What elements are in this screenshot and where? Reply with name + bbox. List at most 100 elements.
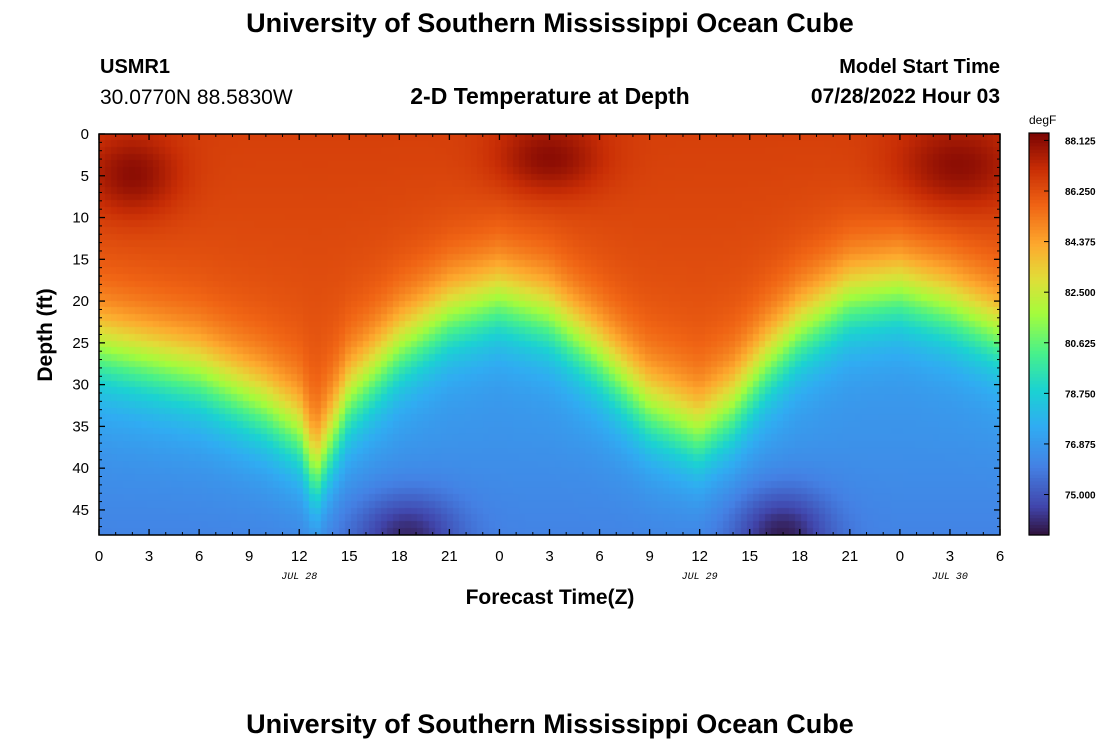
colorbar-segment	[1029, 427, 1049, 432]
colorbar-segment	[1029, 471, 1049, 476]
colorbar-segment	[1029, 313, 1049, 318]
x-tick-label: 6	[996, 548, 1004, 565]
colorbar-segment	[1029, 317, 1049, 322]
colorbar-segment	[1029, 387, 1049, 392]
colorbar-segment	[1029, 360, 1049, 365]
x-tick-label: 15	[741, 548, 758, 565]
colorbar-segment	[1029, 411, 1049, 415]
x-tick-label: 21	[841, 548, 858, 565]
colorbar-segment	[1029, 149, 1049, 154]
y-tick-label: 5	[81, 168, 89, 185]
colorbar-segment	[1029, 334, 1049, 338]
y-tick-label: 15	[72, 251, 89, 268]
colorbar-segment	[1029, 243, 1049, 248]
x-tick-label: 0	[95, 548, 103, 565]
colorbar-segment	[1029, 236, 1049, 241]
colorbar-segment	[1029, 464, 1049, 469]
colorbar-segment	[1029, 323, 1049, 328]
colorbar-segment	[1029, 337, 1049, 342]
model-start-label: Model Start Time	[839, 56, 1000, 78]
colorbar-segment	[1029, 230, 1049, 235]
colorbar-segment	[1029, 377, 1049, 382]
x-tick-label: 21	[441, 548, 458, 565]
x-tick-label: 12	[691, 548, 708, 565]
colorbar-segment	[1029, 518, 1049, 523]
colorbar-segment	[1029, 193, 1049, 198]
colorbar-segment	[1029, 511, 1049, 516]
y-tick-label: 45	[72, 502, 89, 519]
colorbar-segment	[1029, 246, 1049, 251]
colorbar-segment	[1029, 156, 1049, 161]
colorbar-segment	[1029, 431, 1049, 436]
colorbar-segment	[1029, 256, 1049, 261]
colorbar-segment	[1029, 213, 1049, 218]
x-tick-label: 3	[545, 548, 553, 565]
colorbar-segment	[1029, 441, 1049, 446]
colorbar-segment	[1029, 528, 1049, 533]
x-tick-label: 12	[291, 548, 308, 565]
colorbar-segment	[1029, 173, 1049, 178]
colorbar-tick-label: 75.000	[1065, 491, 1096, 502]
colorbar-segment	[1029, 514, 1049, 519]
colorbar-segment	[1029, 354, 1049, 359]
colorbar-segment	[1029, 521, 1049, 526]
colorbar-segment	[1029, 223, 1049, 228]
colorbar-segment	[1029, 133, 1049, 137]
colorbar-segment	[1029, 136, 1049, 141]
colorbar-segment	[1029, 494, 1049, 499]
colorbar-segment	[1029, 524, 1049, 529]
y-tick-label: 0	[81, 126, 89, 143]
colorbar-segment	[1029, 488, 1049, 493]
y-tick-label: 25	[72, 335, 89, 352]
colorbar-segment	[1029, 146, 1049, 151]
colorbar-segment	[1029, 273, 1049, 278]
y-axis-label: Depth (ft)	[34, 288, 57, 381]
colorbar-segment	[1029, 203, 1049, 208]
y-tick-label: 40	[72, 460, 89, 477]
colorbar-segment	[1029, 461, 1049, 466]
chart-title: University of Southern Mississippi Ocean…	[246, 8, 854, 38]
colorbar-segment	[1029, 451, 1049, 456]
colorbar-segment	[1029, 270, 1049, 275]
colorbar-segment	[1029, 501, 1049, 506]
y-tick-label: 10	[72, 210, 89, 227]
x-tick-label: 6	[195, 548, 203, 565]
colorbar-segment	[1029, 310, 1049, 315]
colorbar-segment	[1029, 216, 1049, 221]
colorbar-segment	[1029, 210, 1049, 214]
colorbar-segment	[1029, 384, 1049, 389]
colorbar-segment	[1029, 531, 1049, 536]
colorbar-segment	[1029, 169, 1049, 174]
plot-frame	[98, 133, 1001, 536]
colorbar-segment	[1029, 404, 1049, 409]
colorbar-segment	[1029, 350, 1049, 355]
colorbar-segment	[1029, 504, 1049, 509]
colorbar-segment	[1029, 166, 1049, 171]
x-tick-label: 3	[946, 548, 954, 565]
colorbar-segment	[1029, 290, 1049, 295]
colorbar-segment	[1029, 407, 1049, 412]
x-tick-label: 0	[896, 548, 904, 565]
colorbar-segment	[1029, 457, 1049, 462]
date-label: JUL 29	[682, 572, 718, 583]
colorbar-segment	[1029, 139, 1049, 144]
chart-subtitle: 2-D Temperature at Depth	[410, 83, 690, 109]
colorbar-segment	[1029, 220, 1049, 225]
colorbar-segment	[1029, 206, 1049, 211]
colorbar-segment	[1029, 153, 1049, 158]
colorbar-segment	[1029, 444, 1049, 449]
colorbar-tick-label: 80.625	[1065, 339, 1096, 350]
footer-title: University of Southern Mississippi Ocean…	[246, 709, 854, 739]
colorbar-segment	[1029, 280, 1049, 285]
colorbar-segment	[1029, 491, 1049, 496]
colorbar-segment	[1029, 143, 1049, 147]
colorbar-segment	[1029, 226, 1049, 231]
colorbar-segment	[1029, 447, 1049, 452]
colorbar-segment	[1029, 380, 1049, 385]
colorbar-segment	[1029, 303, 1049, 308]
colorbar-segment	[1029, 498, 1049, 503]
colorbar-segment	[1029, 424, 1049, 429]
colorbar-segment	[1029, 374, 1049, 379]
colorbar-segment	[1029, 263, 1049, 268]
